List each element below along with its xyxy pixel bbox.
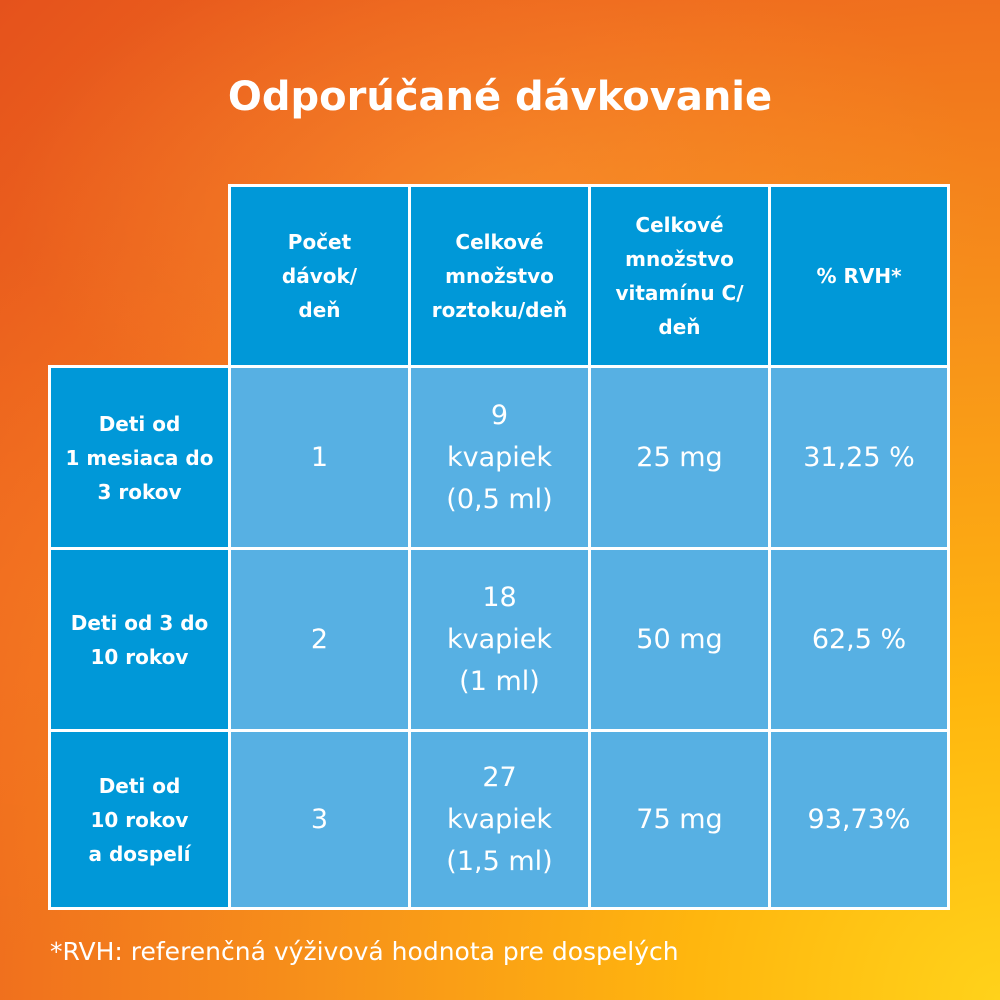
table-cell: 31,25 % [768, 365, 950, 550]
table-cell: 9 kvapiek (0,5 ml) [408, 365, 591, 550]
row-label: Deti od 3 do 10 rokov [48, 547, 231, 732]
table-cell: 3 [228, 729, 411, 910]
table-cell: 1 [228, 365, 411, 550]
header-text: Celkové množstvo vitamínu C/deň [615, 213, 744, 339]
cell-text: 62,5 % [811, 623, 907, 655]
table-cell: 2 [228, 547, 411, 732]
header-text: Počet dávok/deň [281, 230, 358, 322]
header-rvh-percent: % RVH* [768, 184, 950, 368]
page-title: Odporúčané dávkovanie [227, 74, 773, 120]
header-text: Celkové množstvo roztoku/deň [431, 230, 568, 322]
row-label: Deti od 1 mesiaca do 3 rokov [48, 365, 231, 550]
row-label-text: Deti od 10 rokov a dospelí [88, 773, 191, 866]
row-label: Deti od 10 rokov a dospelí [48, 729, 231, 910]
header-text: % RVH* [816, 264, 902, 288]
cell-text: 18 kvapiek (1 ml) [446, 581, 553, 697]
table-cell: 25 mg [588, 365, 771, 550]
cell-text: 1 [310, 441, 329, 473]
cell-text: 3 [310, 803, 329, 835]
header-doses-per-day: Počet dávok/deň [228, 184, 411, 368]
row-label-text: Deti od 3 do 10 rokov [70, 610, 209, 669]
table-cell: 27 kvapiek (1,5 ml) [408, 729, 591, 910]
cell-text: 9 kvapiek (0,5 ml) [446, 399, 553, 515]
cell-text: 50 mg [636, 623, 723, 655]
table-cell: 93,73% [768, 729, 950, 910]
table-cell: 62,5 % [768, 547, 950, 732]
cell-text: 75 mg [636, 803, 723, 835]
cell-text: 25 mg [636, 441, 723, 473]
footnote: *RVH: referenčná výživová hodnota pre do… [50, 937, 679, 966]
row-label-text: Deti od 1 mesiaca do 3 rokov [65, 411, 214, 504]
table-cell: 18 kvapiek (1 ml) [408, 547, 591, 732]
cell-text: 2 [310, 623, 329, 655]
cell-text: 93,73% [807, 803, 911, 835]
header-total-solution: Celkové množstvo roztoku/deň [408, 184, 591, 368]
cell-text: 27 kvapiek (1,5 ml) [446, 761, 553, 877]
table-cell: 50 mg [588, 547, 771, 732]
cell-text: 31,25 % [803, 441, 915, 473]
header-total-vitamin-c: Celkové množstvo vitamínu C/deň [588, 184, 771, 368]
table-cell: 75 mg [588, 729, 771, 910]
